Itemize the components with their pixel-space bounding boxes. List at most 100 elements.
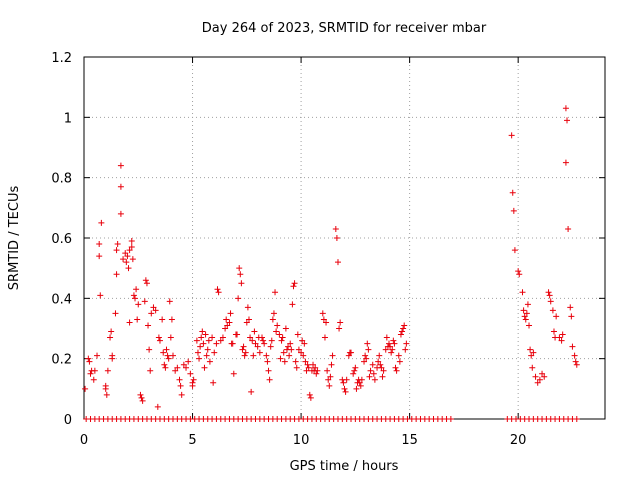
data-point — [377, 361, 384, 368]
data-point — [226, 319, 233, 326]
data-point — [277, 355, 284, 362]
data-point — [558, 337, 565, 344]
data-point — [527, 346, 534, 353]
data-point — [248, 388, 255, 395]
data-point — [294, 331, 301, 338]
data-point — [112, 310, 119, 317]
data-point — [396, 358, 403, 365]
data-point — [197, 343, 204, 350]
data-point — [172, 367, 179, 374]
data-point — [363, 355, 370, 362]
data-point — [148, 310, 155, 317]
data-point — [403, 340, 410, 347]
data-point — [397, 331, 404, 338]
data-point — [238, 280, 245, 287]
data-point — [222, 325, 229, 332]
data-point — [279, 334, 286, 341]
data-point — [117, 162, 124, 169]
data-point — [254, 343, 261, 350]
data-point — [141, 298, 148, 305]
data-point — [369, 361, 376, 368]
data-point — [516, 271, 523, 278]
data-point — [388, 349, 395, 356]
data-point — [567, 304, 574, 311]
data-point — [185, 358, 192, 365]
data-point — [199, 328, 206, 335]
data-point — [281, 358, 288, 365]
data-point — [285, 343, 292, 350]
data-point — [107, 334, 114, 341]
data-point — [243, 319, 250, 326]
data-point — [550, 328, 557, 335]
data-point — [361, 358, 368, 365]
data-point — [96, 241, 103, 248]
data-point — [126, 247, 133, 254]
data-point — [170, 352, 177, 359]
data-point — [129, 256, 136, 263]
data-point — [205, 337, 212, 344]
y-tick-label: 1.2 — [51, 51, 72, 66]
data-point — [154, 403, 161, 410]
data-point — [198, 334, 205, 341]
data-point — [235, 295, 242, 302]
data-point — [161, 361, 168, 368]
data-point — [230, 370, 237, 377]
data-point — [211, 349, 218, 356]
data-point — [534, 379, 541, 386]
y-tick-label: 0.2 — [51, 353, 72, 368]
data-point — [190, 376, 197, 383]
data-point — [249, 337, 256, 344]
data-point — [87, 370, 94, 377]
y-tick-label: 0 — [64, 413, 72, 428]
data-point — [337, 319, 344, 326]
data-point — [379, 373, 386, 380]
data-point — [329, 352, 336, 359]
data-point — [259, 334, 266, 341]
data-point — [164, 352, 171, 359]
data-point — [236, 265, 243, 272]
data-point — [386, 340, 393, 347]
data-point — [293, 364, 300, 371]
data-point — [389, 346, 396, 353]
data-point — [122, 250, 129, 257]
data-point — [364, 340, 371, 347]
data-point — [145, 322, 152, 329]
data-point — [510, 207, 517, 214]
x-tick-label: 20 — [510, 433, 527, 448]
data-point — [194, 349, 201, 356]
data-point — [202, 331, 209, 338]
data-points — [82, 105, 580, 422]
data-point — [313, 370, 320, 377]
data-point — [298, 349, 305, 356]
data-point — [276, 331, 283, 338]
data-point — [324, 367, 331, 374]
data-point — [193, 337, 200, 344]
data-point — [264, 358, 271, 365]
data-point — [340, 379, 347, 386]
data-point — [565, 225, 572, 232]
data-point — [274, 322, 281, 329]
data-point — [147, 367, 154, 374]
data-point — [229, 340, 236, 347]
y-tick-label: 1 — [64, 111, 72, 126]
data-point — [304, 361, 311, 368]
data-point — [290, 283, 297, 290]
x-tick-label: 10 — [293, 433, 310, 448]
data-point — [224, 322, 231, 329]
data-point — [334, 259, 341, 266]
data-point — [134, 316, 141, 323]
data-point — [132, 295, 139, 302]
data-point — [546, 292, 553, 299]
data-point — [244, 304, 251, 311]
data-point — [163, 346, 170, 353]
data-point — [200, 340, 207, 347]
data-point — [351, 367, 358, 374]
data-point — [545, 289, 552, 296]
data-point — [511, 247, 518, 254]
data-point — [152, 307, 159, 314]
data-point — [272, 289, 279, 296]
data-point — [176, 376, 183, 383]
data-point — [392, 364, 399, 371]
grid — [84, 57, 605, 419]
data-point — [314, 367, 321, 374]
